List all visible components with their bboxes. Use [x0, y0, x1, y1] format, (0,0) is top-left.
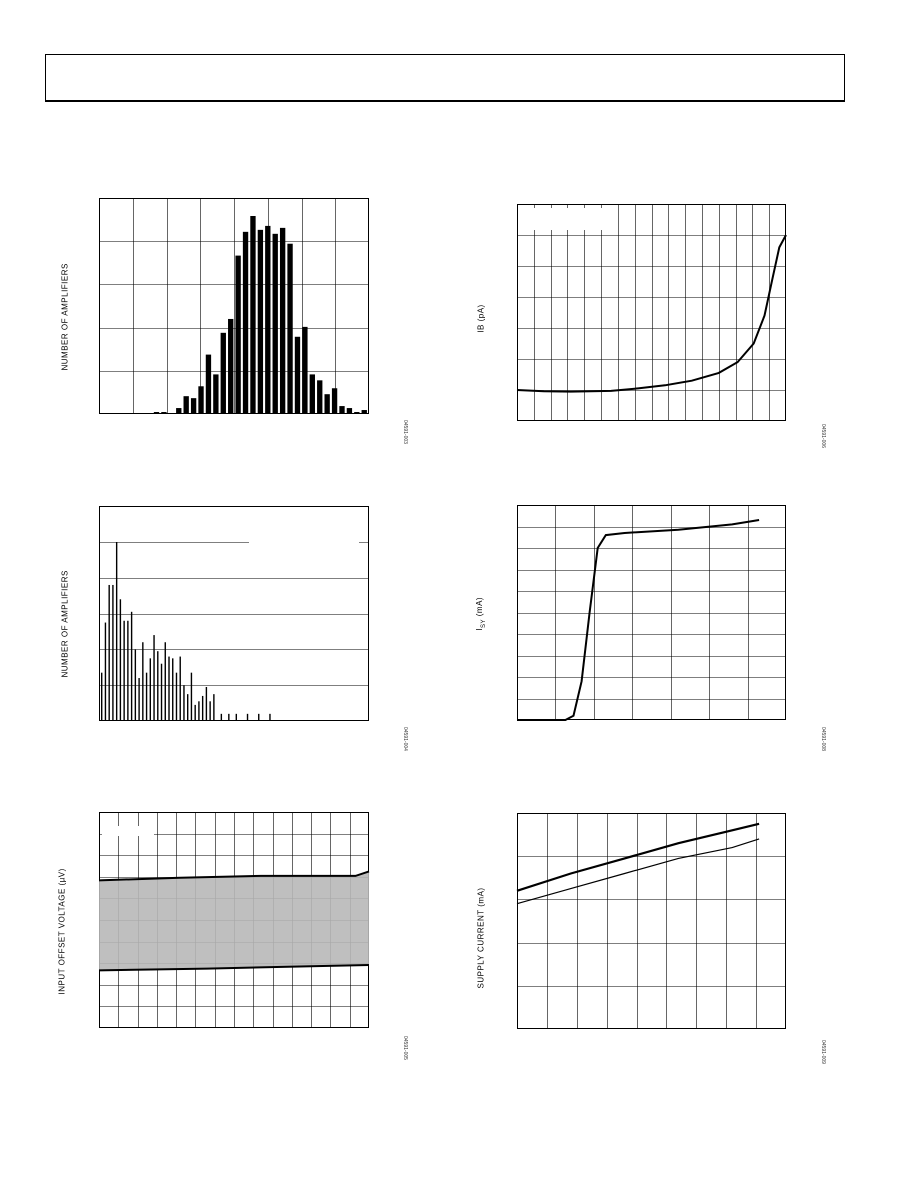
figure-id: 04591-003: [402, 420, 408, 444]
y-axis-label: NUMBER OF AMPLIFIERS: [60, 570, 70, 678]
lower-boundary-line: [98, 964, 370, 972]
histogram-bar: [179, 656, 181, 721]
figure-id: 04591-008: [820, 727, 826, 751]
histogram-bar: [317, 380, 323, 414]
y-axis-label: ISY (mA): [475, 596, 487, 631]
histogram-bar: [354, 412, 360, 414]
histogram-bar: [112, 584, 114, 721]
histogram-bar: [220, 332, 226, 414]
histogram-bar: [235, 255, 241, 414]
histogram-bar: [201, 695, 204, 721]
series-line: [516, 822, 760, 892]
histogram-bar: [250, 216, 256, 414]
shaded-band: [99, 871, 369, 971]
line-chart: [516, 204, 787, 421]
histogram-bar: [242, 231, 249, 414]
y-axis-label: NUMBER OF AMPLIFIERS: [60, 263, 70, 371]
histogram-bar: [265, 225, 271, 414]
histogram-bar: [209, 701, 211, 721]
histogram-bar: [309, 374, 315, 414]
histogram-bar: [198, 386, 204, 414]
figure-id: 04591-005: [402, 1036, 408, 1060]
histogram-bar: [190, 398, 197, 414]
histogram-bar: [176, 408, 182, 414]
histogram-bar: [269, 713, 271, 721]
plot-frame: [517, 505, 786, 720]
histogram-bar: [164, 642, 166, 721]
histogram-bar: [220, 713, 223, 721]
histogram-bar: [190, 672, 193, 721]
histogram-bar: [153, 635, 155, 721]
plot-frame: [517, 813, 786, 1029]
legend-box: [521, 208, 605, 230]
series-line: [516, 838, 760, 905]
histogram-bar: [130, 611, 133, 721]
histogram-bar: [161, 412, 167, 414]
histogram-bar: [183, 396, 189, 414]
histogram-bar: [257, 229, 264, 414]
histogram-bar: [258, 713, 260, 721]
y-axis-label: SUPPLY CURRENT (mA): [476, 887, 486, 989]
histogram-bar: [134, 649, 137, 721]
plot-frame: [99, 198, 369, 414]
histogram-bar: [205, 686, 208, 721]
y-axis-label: IB (pA): [476, 304, 486, 333]
histogram-bar: [302, 326, 308, 414]
histogram-bar: [172, 658, 174, 721]
histogram-bar: [346, 408, 353, 414]
line-chart: [517, 505, 786, 721]
histogram-bar: [104, 622, 107, 721]
page-header-box: [45, 54, 845, 102]
figure-id: 04591-009: [820, 1040, 826, 1064]
histogram-bar: [160, 663, 163, 721]
histogram-bar: [246, 713, 249, 721]
histogram-chart: [99, 198, 369, 414]
histogram-bar: [194, 704, 196, 721]
histogram-bar: [157, 651, 159, 721]
histogram-bar: [119, 599, 122, 721]
histogram-bar: [213, 374, 219, 414]
histogram-bar: [287, 243, 293, 414]
histogram-bar: [149, 658, 152, 721]
upper-boundary-line: [98, 870, 370, 882]
histogram-chart: [99, 506, 369, 721]
histogram-bar: [279, 227, 286, 414]
histogram-bar: [168, 656, 170, 721]
histogram-bar: [108, 584, 110, 721]
histogram-bar: [145, 672, 148, 721]
histogram-bar: [331, 388, 338, 414]
y-axis-label: INPUT OFFSET VOLTAGE (µV): [57, 868, 67, 995]
histogram-bar: [294, 336, 301, 414]
histogram-bar: [205, 354, 212, 414]
figure-id: 04591-006: [820, 424, 826, 448]
legend-box: [249, 536, 359, 544]
plot-frame: [517, 204, 786, 421]
histogram-bar: [115, 542, 118, 721]
histogram-bar: [339, 406, 345, 414]
histogram-bar: [324, 394, 330, 414]
histogram-bar: [228, 713, 230, 721]
legend-box: [102, 826, 154, 836]
line-chart: [516, 813, 786, 1029]
histogram-bar: [272, 233, 278, 414]
histogram-bar: [101, 672, 103, 721]
area-chart: [98, 812, 370, 1028]
histogram-bar: [127, 620, 129, 721]
histogram-bar: [198, 701, 200, 721]
histogram-bar: [228, 318, 234, 414]
histogram-bar: [175, 672, 178, 721]
histogram-bar: [123, 620, 125, 721]
histogram-bar: [183, 685, 185, 721]
histogram-bar: [153, 412, 160, 414]
histogram-bar: [361, 410, 367, 414]
histogram-bar: [187, 694, 189, 721]
series-line: [517, 519, 760, 721]
figure-id: 04591-004: [402, 727, 408, 751]
histogram-bar: [235, 713, 238, 721]
histogram-bar: [138, 678, 140, 721]
plot-frame: [99, 506, 369, 721]
histogram-bar: [142, 642, 144, 721]
series-line: [516, 234, 787, 393]
histogram-bar: [213, 694, 215, 721]
